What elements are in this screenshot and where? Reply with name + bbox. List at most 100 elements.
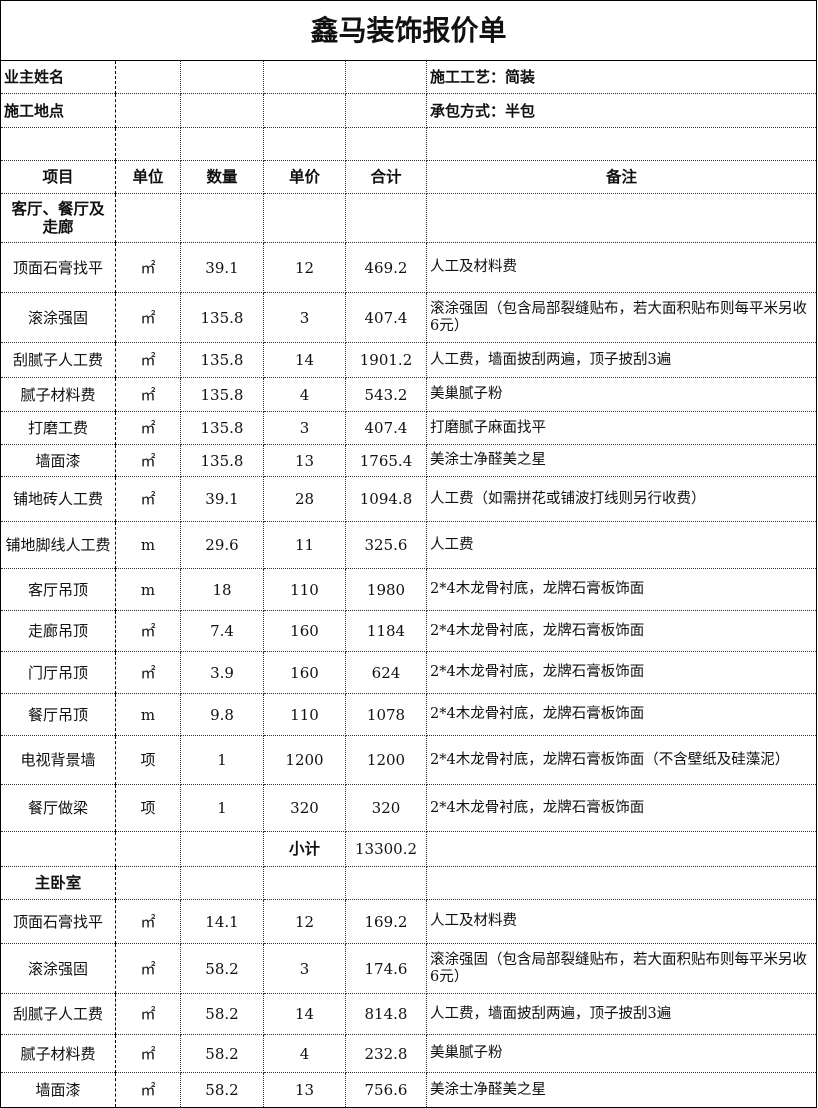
note: 美涂士净醛美之星 — [426, 444, 817, 477]
item-name: 刮腻子人工费 — [0, 993, 116, 1035]
unit-price: 110 — [263, 693, 346, 736]
item-name: 刮腻子人工费 — [0, 342, 116, 378]
total: 407.4 — [345, 411, 427, 445]
section-name: 客厅、餐厅及走廊 — [0, 193, 116, 243]
quantity: 1 — [180, 784, 264, 832]
quantity: 7.4 — [180, 610, 264, 652]
total: 1980 — [345, 568, 427, 611]
note: 2*4木龙骨衬底，龙牌石膏板饰面 — [426, 568, 817, 611]
empty-cell — [345, 866, 427, 900]
item-name: 墙面漆 — [0, 444, 116, 477]
quantity: 58.2 — [180, 1034, 264, 1073]
unit-price: 4 — [263, 1034, 346, 1073]
unit: ㎡ — [115, 476, 181, 522]
quantity: 29.6 — [180, 521, 264, 569]
table-row: 客厅吊顶 m 18 110 1980 2*4木龙骨衬底，龙牌石膏板饰面 — [0, 568, 817, 611]
note: 人工费，墙面披刮两遍，顶子披刮3遍 — [426, 993, 817, 1035]
total: 320 — [345, 784, 427, 832]
item-name: 走廊吊顶 — [0, 610, 116, 652]
total: 1901.2 — [345, 342, 427, 378]
quantity: 3.9 — [180, 651, 264, 694]
unit-price: 1200 — [263, 735, 346, 785]
col-header: 合计 — [345, 160, 427, 194]
note: 人工及材料费 — [426, 899, 817, 944]
note: 人工费（如需拼花或铺波打线则另行收费） — [426, 476, 817, 522]
note: 美巢腻子粉 — [426, 1034, 817, 1073]
unit-price: 14 — [263, 342, 346, 378]
note: 人工及材料费 — [426, 242, 817, 293]
owner-name-cell[interactable] — [115, 60, 181, 94]
item-name: 电视背景墙 — [0, 735, 116, 785]
total: 174.6 — [345, 943, 427, 994]
owner-name-label: 业主姓名 — [0, 60, 116, 94]
item-name: 滚涂强固 — [0, 943, 116, 994]
unit: m — [115, 568, 181, 611]
item-name: 顶面石膏找平 — [0, 242, 116, 293]
sheet-title: 鑫马装饰报价单 — [0, 0, 817, 61]
total: 1078 — [345, 693, 427, 736]
col-header: 项目 — [0, 160, 116, 194]
quantity: 39.1 — [180, 476, 264, 522]
total: 232.8 — [345, 1034, 427, 1073]
note: 2*4木龙骨衬底，龙牌石膏板饰面 — [426, 784, 817, 832]
location-cell[interactable] — [115, 93, 181, 128]
unit-price: 4 — [263, 377, 346, 412]
unit: ㎡ — [115, 610, 181, 652]
table-row: 电视背景墙项 1 1200 1200 2*4木龙骨衬底，龙牌石膏板饰面（不含壁纸及硅藻泥… — [0, 735, 817, 785]
note: 2*4木龙骨衬底，龙牌石膏板饰面 — [426, 651, 817, 694]
col-header: 备注 — [426, 160, 817, 194]
total: 169.2 — [345, 899, 427, 944]
unit: ㎡ — [115, 651, 181, 694]
unit-price: 14 — [263, 993, 346, 1035]
unit: ㎡ — [115, 1034, 181, 1073]
item-name: 铺地脚线人工费 — [0, 521, 116, 569]
empty-cell — [426, 831, 817, 867]
unit-price: 3 — [263, 411, 346, 445]
table-row: 铺地脚线人工费 m 29.6 11 325.6 人工费 — [0, 521, 817, 569]
note: 2*4木龙骨衬底，龙牌石膏板饰面 — [426, 693, 817, 736]
note: 美巢腻子粉 — [426, 377, 817, 412]
quantity: 135.8 — [180, 444, 264, 477]
note: 2*4木龙骨衬底，龙牌石膏板饰面 — [426, 610, 817, 652]
item-name: 门厅吊顶 — [0, 651, 116, 694]
total: 407.4 — [345, 292, 427, 343]
unit: m — [115, 521, 181, 569]
unit: ㎡ — [115, 943, 181, 994]
unit-price: 110 — [263, 568, 346, 611]
total: 1200 — [345, 735, 427, 785]
unit: ㎡ — [115, 292, 181, 343]
col-header: 单位 — [115, 160, 181, 194]
unit: ㎡ — [115, 444, 181, 477]
item-name: 腻子材料费 — [0, 1034, 116, 1073]
empty-cell — [426, 866, 817, 900]
note: 人工费 — [426, 521, 817, 569]
empty-cell — [0, 831, 116, 867]
empty-cell — [115, 831, 181, 867]
total: 1094.8 — [345, 476, 427, 522]
unit-price: 13 — [263, 1072, 346, 1108]
total: 1765.4 — [345, 444, 427, 477]
unit-price: 3 — [263, 943, 346, 994]
note: 打磨腻子麻面找平 — [426, 411, 817, 445]
col-header: 单价 — [263, 160, 346, 194]
unit-price: 11 — [263, 521, 346, 569]
unit-price: 13 — [263, 444, 346, 477]
unit: 项 — [115, 735, 181, 785]
unit-price: 160 — [263, 651, 346, 694]
item-name: 铺地砖人工费 — [0, 476, 116, 522]
empty-cell — [180, 193, 264, 243]
total: 469.2 — [345, 242, 427, 293]
unit-price: 320 — [263, 784, 346, 832]
unit-price: 3 — [263, 292, 346, 343]
total: 1184 — [345, 610, 427, 652]
item-name: 打磨工费 — [0, 411, 116, 445]
subtotal-label: 小计 — [263, 831, 346, 867]
